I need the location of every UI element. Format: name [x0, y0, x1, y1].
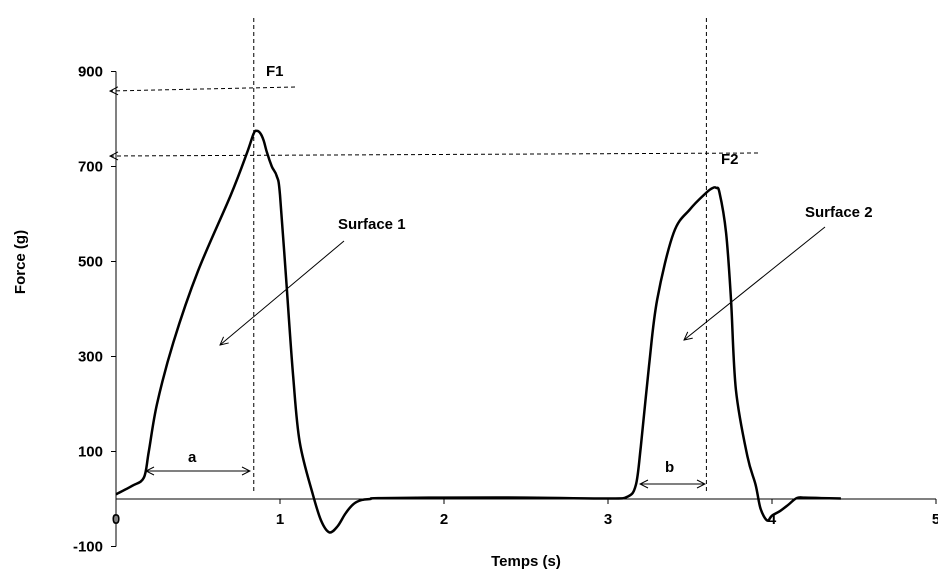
guide-lines — [110, 18, 759, 494]
x-tick-label-2: 2 — [440, 511, 448, 528]
y-tick-label-5: 900 — [78, 64, 103, 81]
f1-label: F1 — [266, 63, 284, 80]
annotations-layer — [146, 226, 826, 484]
y-tick-label-1: 100 — [78, 444, 103, 461]
x-tick-label-1: 1 — [276, 511, 284, 528]
y-tick-label-0: -100 — [73, 539, 103, 556]
force-curve — [115, 129, 841, 534]
x-axis: 0 1 2 3 4 5 — [112, 498, 938, 528]
y-axis-label: Force (g) — [12, 230, 29, 294]
x-tick-label-0: 0 — [112, 511, 120, 528]
x-tick-label-4: 4 — [768, 511, 777, 528]
y-tick-label-4: 700 — [78, 159, 103, 176]
a-label: a — [188, 449, 197, 466]
y-axis: -100 100 300 500 700 900 — [73, 64, 117, 556]
x-tick-label-3: 3 — [604, 511, 612, 528]
y-tick-label-3: 500 — [78, 254, 103, 271]
surface-2-arrow — [684, 226, 826, 340]
surface-1-arrow — [220, 240, 345, 345]
f1-level-line — [110, 87, 296, 91]
f2-level-line — [110, 153, 759, 156]
surface-1-label: Surface 1 — [338, 216, 406, 233]
b-label: b — [665, 459, 674, 476]
surface-2-label: Surface 2 — [805, 204, 873, 221]
x-tick-label-5: 5 — [932, 511, 938, 528]
series-layer — [115, 129, 841, 534]
x-axis-label: Temps (s) — [491, 553, 561, 570]
f2-label: F2 — [721, 151, 739, 168]
y-tick-label-2: 300 — [78, 349, 103, 366]
